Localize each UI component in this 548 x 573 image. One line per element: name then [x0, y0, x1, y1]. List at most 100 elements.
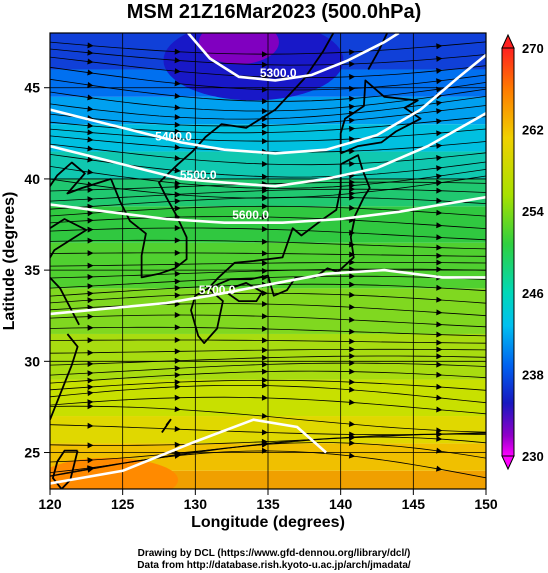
streamline-arrow	[436, 78, 443, 85]
streamline	[50, 78, 486, 102]
streamline	[50, 196, 486, 210]
streamline-arrow	[349, 179, 356, 186]
streamline-arrow	[87, 457, 94, 464]
streamline-arrow	[261, 260, 268, 267]
streamline-arrow	[261, 173, 268, 180]
streamline	[50, 239, 486, 250]
streamline-arrow	[261, 116, 268, 123]
streamline-arrow	[174, 191, 181, 198]
streamline-arrow	[348, 103, 356, 110]
height-contour	[50, 195, 486, 224]
credit-data-source: Data from http://database.rish.kyoto-u.a…	[137, 560, 411, 571]
streamline-arrow	[87, 403, 94, 410]
streamline-arrow	[87, 262, 94, 269]
streamline-arrow	[87, 274, 94, 280]
contour-label: 5300.0	[260, 66, 297, 80]
streamline-arrow	[261, 86, 268, 93]
streamline-arrow	[436, 173, 443, 180]
streamline-arrow	[174, 311, 181, 318]
streamline-arrow	[349, 73, 356, 80]
streamline-arrow	[174, 285, 181, 292]
streamline-arrow	[261, 138, 268, 145]
streamline-arrow	[436, 197, 443, 204]
streamline-arrow	[349, 328, 356, 335]
streamline-arrow	[87, 465, 94, 472]
streamline-arrow	[174, 426, 181, 433]
colorbar-upper-triangle	[501, 33, 515, 49]
contour-label: 5400.0	[155, 130, 192, 144]
streamline-arrow	[87, 237, 94, 244]
streamline-arrow	[174, 198, 181, 205]
height-contour	[50, 53, 486, 155]
streamline-arrow	[87, 337, 94, 344]
streamline-arrow	[261, 347, 268, 354]
streamline	[50, 268, 486, 279]
streamline-arrow	[261, 412, 268, 419]
y-axis: 25 30 35 40 45	[24, 80, 50, 461]
streamline-arrow	[87, 370, 94, 377]
streamline	[50, 66, 486, 91]
x-axis: 120 125 130 135 140 145 150	[38, 489, 498, 512]
streamline-arrow	[261, 129, 268, 136]
streamline-arrow	[87, 81, 94, 88]
streamline-arrow	[87, 196, 94, 203]
streamline-arrow	[436, 296, 443, 303]
streamline-arrow	[436, 383, 443, 390]
streamline-arrow	[174, 278, 181, 285]
coastline	[339, 79, 422, 155]
streamline-arrow	[174, 383, 181, 390]
streamline-arrow	[261, 238, 268, 245]
streamline-arrow	[436, 371, 443, 378]
streamline-arrow	[174, 336, 181, 343]
coastline	[225, 282, 264, 302]
streamline-arrow	[87, 390, 94, 397]
streamline-arrow	[349, 259, 356, 266]
streamline	[50, 379, 486, 391]
streamline	[50, 41, 486, 55]
streamline-arrow	[436, 222, 443, 229]
streamline-arrow	[436, 435, 443, 442]
streamline	[50, 442, 486, 477]
streamline-arrow	[174, 379, 181, 386]
streamline-arrow	[87, 94, 94, 101]
streamline-arrow	[436, 165, 443, 172]
streamline-arrow	[174, 394, 181, 401]
streamline-arrow	[174, 144, 181, 151]
streamline-arrow	[348, 117, 356, 124]
streamline-arrow	[174, 224, 181, 231]
streamline-arrow	[436, 130, 443, 137]
streamline	[50, 128, 486, 142]
wind-streamlines	[50, 41, 486, 479]
streamline-arrow	[436, 346, 443, 353]
streamline-arrow	[349, 136, 356, 143]
colorbar-lower-triangle	[501, 455, 515, 471]
streamline	[50, 275, 486, 289]
streamline-arrow	[436, 244, 443, 251]
streamline-arrow	[261, 226, 268, 233]
streamline-arrow	[348, 95, 356, 102]
streamline-arrow	[87, 186, 94, 193]
streamline	[50, 355, 486, 366]
streamline-arrow	[436, 43, 443, 50]
streamline-arrow	[87, 69, 94, 76]
streamline-arrow	[87, 49, 94, 56]
streamline-arrow	[349, 160, 356, 167]
x-axis-title: Longitude (degrees)	[191, 514, 345, 531]
y-tick-label: 25	[24, 445, 40, 461]
height-contour	[50, 418, 327, 485]
streamline	[50, 262, 486, 267]
streamline-arrow	[436, 259, 443, 266]
streamline-arrow	[87, 324, 94, 331]
cold-core-center	[198, 33, 279, 65]
credit-dcl: Drawing by DCL (https://www.gfd-dennou.o…	[137, 548, 411, 559]
streamline-arrow	[349, 148, 356, 155]
streamline-arrow	[261, 325, 268, 332]
streamline-arrow	[87, 290, 94, 297]
streamline-arrow	[436, 309, 443, 316]
streamline-arrow	[87, 217, 94, 224]
streamline-arrow	[87, 145, 94, 152]
y-axis-title: Latitude (degrees)	[1, 192, 18, 331]
streamline-arrow	[261, 213, 268, 220]
streamline-arrow	[436, 406, 443, 413]
